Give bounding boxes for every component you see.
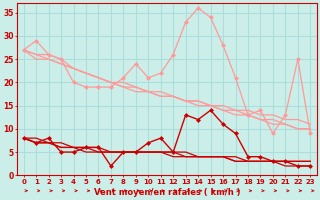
X-axis label: Vent moyen/en rafales ( km/h ): Vent moyen/en rafales ( km/h ) [94, 188, 240, 197]
